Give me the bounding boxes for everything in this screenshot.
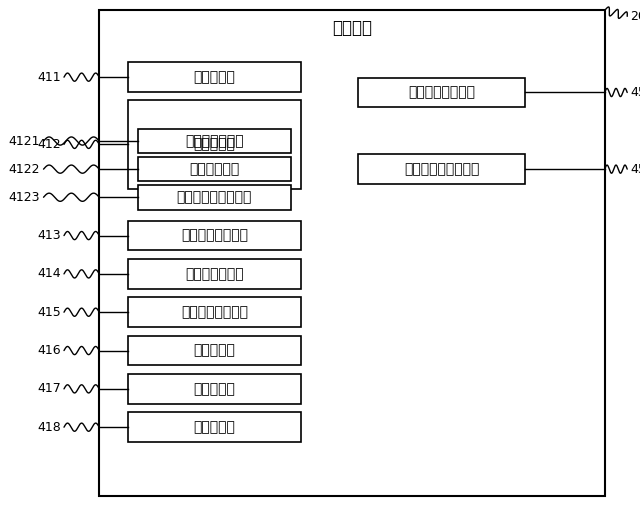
Text: 入力処理部: 入力処理部 xyxy=(193,343,236,358)
Bar xyxy=(128,297,301,327)
Text: 制御回路: 制御回路 xyxy=(332,19,372,37)
Text: 現在の充電モード: 現在の充電モード xyxy=(408,85,475,100)
Text: 415: 415 xyxy=(37,306,61,319)
Text: 452: 452 xyxy=(630,162,640,176)
Text: 413: 413 xyxy=(37,229,61,242)
Text: 余地充電容量上限値: 余地充電容量上限値 xyxy=(404,162,479,176)
Bar xyxy=(128,62,301,92)
Bar xyxy=(128,374,301,404)
Bar xyxy=(128,412,301,442)
Text: 451: 451 xyxy=(630,86,640,99)
Text: 通信制御部: 通信制御部 xyxy=(193,420,236,434)
Text: 監視制御部: 監視制御部 xyxy=(193,70,236,84)
Bar xyxy=(128,259,301,289)
Bar xyxy=(358,78,525,107)
Bar xyxy=(138,157,291,181)
Text: 411: 411 xyxy=(37,71,61,84)
Bar xyxy=(138,129,291,153)
Text: 充電器接続検出部: 充電器接続検出部 xyxy=(181,305,248,319)
Text: 出力制御部: 出力制御部 xyxy=(193,382,236,396)
Text: 満充電制御部: 満充電制御部 xyxy=(189,162,239,176)
Text: 414: 414 xyxy=(37,267,61,281)
Bar xyxy=(99,10,605,496)
Text: 204: 204 xyxy=(630,10,640,23)
Text: 416: 416 xyxy=(37,344,61,357)
Text: スイッチ素子制御部: スイッチ素子制御部 xyxy=(177,190,252,204)
Text: 412: 412 xyxy=(37,138,61,151)
Text: 余地充電制御部: 余地充電制御部 xyxy=(185,134,244,148)
Text: 充電容量取得部: 充電容量取得部 xyxy=(185,267,244,281)
Bar xyxy=(358,154,525,184)
Text: 4122: 4122 xyxy=(9,162,40,176)
Bar xyxy=(138,185,291,210)
Text: 充電制御部: 充電制御部 xyxy=(193,137,236,151)
Text: 4123: 4123 xyxy=(9,191,40,204)
Text: 4121: 4121 xyxy=(9,134,40,148)
Text: 417: 417 xyxy=(37,382,61,396)
Text: 充電モード設定部: 充電モード設定部 xyxy=(181,228,248,243)
Bar xyxy=(128,221,301,250)
Bar xyxy=(128,100,301,189)
Bar xyxy=(128,336,301,365)
Text: 418: 418 xyxy=(37,421,61,434)
